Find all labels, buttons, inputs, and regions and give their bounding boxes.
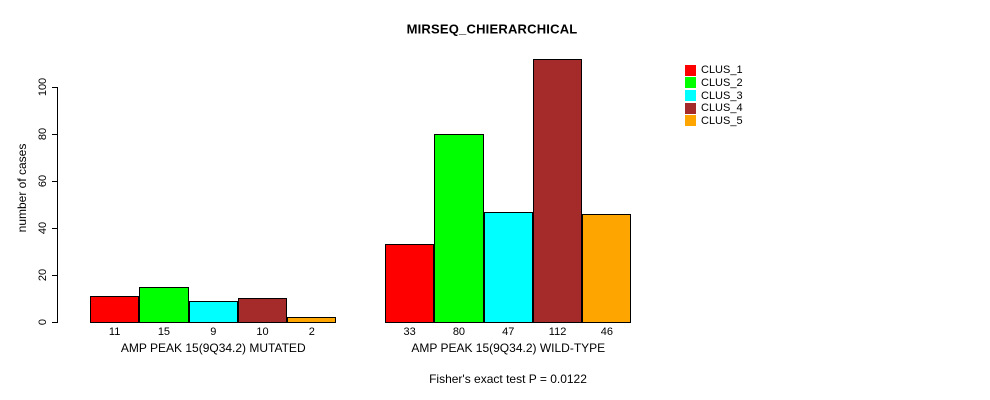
y-axis-tick — [52, 181, 57, 182]
y-axis-tick-label: 60 — [37, 174, 49, 188]
y-axis-tick-label: 0 — [37, 318, 49, 326]
bar-value-label: 112 — [548, 325, 567, 338]
y-axis-tick — [52, 322, 57, 323]
bar-value-label: 15 — [157, 325, 171, 338]
bar-clus-4-wild-type — [532, 59, 583, 323]
y-axis-tick-label: 100 — [37, 77, 49, 97]
legend-label: CLUS_4 — [701, 102, 743, 115]
bar-value-label: 9 — [210, 325, 217, 338]
bar-clus-2-wild-type — [434, 134, 484, 323]
legend-label: CLUS_3 — [701, 89, 743, 102]
y-axis-title: number of cases — [15, 143, 29, 233]
y-axis-tick-label: 80 — [37, 127, 49, 141]
y-axis-tick-label: 20 — [37, 268, 49, 282]
bar-clus-5-mutated — [287, 317, 337, 323]
fisher-test-note: Fisher's exact test P = 0.0122 — [429, 372, 587, 386]
legend-swatch-clus-3 — [685, 90, 696, 101]
y-axis-tick — [52, 134, 57, 135]
y-axis-tick — [52, 228, 57, 229]
x-axis-group-label-mutated: AMP PEAK 15(9Q34.2) MUTATED — [120, 341, 306, 355]
legend-swatch-clus-2 — [685, 77, 696, 89]
bar-value-label: 46 — [600, 325, 613, 338]
y-axis-tick — [52, 87, 57, 88]
y-axis-tick-label: 40 — [37, 221, 49, 235]
bar-clus-4-mutated — [237, 298, 288, 323]
legend-swatch-clus-5 — [685, 115, 696, 127]
bar-clus-3-mutated — [188, 301, 238, 323]
legend-label: CLUS_5 — [701, 114, 743, 127]
bar-clus-2-mutated — [139, 287, 189, 323]
legend-swatch-clus-4 — [685, 102, 696, 114]
bar-value-label: 11 — [108, 325, 121, 338]
x-axis-group-label-wild-type: AMP PEAK 15(9Q34.2) WILD-TYPE — [411, 341, 606, 355]
chart-title: MIRSEQ_CHIERARCHICAL — [406, 21, 578, 37]
bar-value-label: 33 — [403, 325, 416, 338]
legend-label: CLUS_1 — [701, 64, 743, 77]
bar-clus-1-wild-type — [385, 244, 435, 323]
bar-value-label: 80 — [452, 325, 466, 338]
bar-value-label: 47 — [502, 325, 515, 338]
bar-clus-3-wild-type — [483, 212, 533, 323]
bar-value-label: 10 — [256, 325, 269, 338]
y-axis-line — [57, 87, 58, 323]
legend-label: CLUS_2 — [701, 76, 743, 89]
bar-value-label: 2 — [308, 325, 315, 338]
legend-swatch-clus-1 — [685, 64, 696, 76]
bar-clus-5-wild-type — [582, 214, 632, 323]
bar-clus-1-mutated — [90, 296, 140, 323]
y-axis-tick — [52, 275, 57, 276]
